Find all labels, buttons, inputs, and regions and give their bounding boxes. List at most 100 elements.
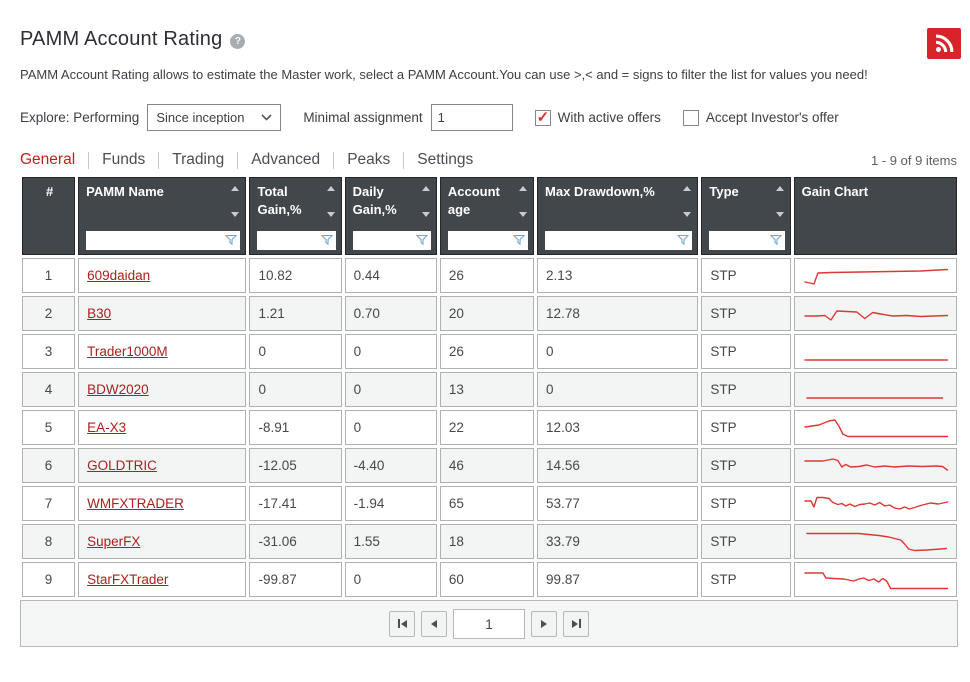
sort-up-icon[interactable]: [683, 186, 692, 191]
with-active-offers-label: With active offers: [557, 110, 661, 125]
column-label: PAMM Name: [86, 184, 164, 199]
accept-investors-offer-option[interactable]: Accept Investor's offer: [682, 109, 839, 126]
table-row: 4 BDW2020 0 0 13 0 STP: [22, 372, 957, 407]
pamm-name-link[interactable]: GOLDTRIC: [87, 458, 157, 473]
max-drawdown-cell: 53.77: [537, 486, 699, 521]
tabs-nav: General Funds Trading Advanced Peaks Settings: [20, 151, 473, 169]
sort-arrows[interactable]: [325, 183, 336, 231]
tab-general[interactable]: General: [20, 151, 76, 168]
column-header-account_age[interactable]: Account age: [439, 177, 535, 255]
sort-arrows[interactable]: [774, 183, 785, 231]
sort-arrows[interactable]: [517, 183, 528, 231]
pamm-name-link[interactable]: StarFXTrader: [87, 572, 169, 587]
filter-box: [447, 231, 529, 250]
gain-chart-cell: [793, 448, 957, 483]
pamm-name-cell: SuperFX: [78, 524, 247, 559]
gain-sparkline: [805, 532, 947, 551]
sort-up-icon[interactable]: [775, 186, 784, 191]
row-number: 9: [22, 562, 76, 597]
tab-settings[interactable]: Settings: [417, 151, 474, 168]
filter-input-total_gain[interactable]: [257, 231, 336, 250]
pamm-name-link[interactable]: Trader1000M: [87, 344, 168, 359]
daily-gain-cell: 0: [344, 372, 437, 407]
tab-advanced[interactable]: Advanced: [251, 151, 321, 168]
filter-input-account_age[interactable]: [447, 231, 529, 250]
account-age-cell: 65: [439, 486, 535, 521]
pamm-name-link[interactable]: B30: [87, 306, 112, 321]
column-header-num: #: [22, 177, 76, 255]
sort-arrows[interactable]: [681, 183, 692, 231]
column-header-daily_gain[interactable]: Daily Gain,%: [344, 177, 437, 255]
daily-gain-cell: 0.44: [344, 258, 437, 293]
max-drawdown-cell: 12.03: [537, 410, 699, 445]
sort-up-icon[interactable]: [519, 186, 528, 191]
type-cell: STP: [701, 372, 791, 407]
period-select[interactable]: Since inception: [147, 104, 282, 131]
sort-down-icon[interactable]: [421, 212, 430, 217]
filter-input-max_drawdown[interactable]: [545, 231, 693, 250]
sort-down-icon[interactable]: [519, 212, 528, 217]
with-active-offers-checkbox[interactable]: [534, 108, 551, 126]
filter-funnel-icon: [513, 234, 526, 246]
pamm-name-link[interactable]: WMFXTRADER: [87, 496, 184, 511]
pagination-page-input[interactable]: [453, 608, 525, 639]
help-icon[interactable]: ?: [230, 33, 246, 49]
column-header-total_gain[interactable]: Total Gain,%: [249, 177, 342, 255]
column-label: Total Gain,%: [257, 184, 302, 217]
sort-up-icon[interactable]: [421, 186, 430, 191]
accept-investors-offer-checkbox[interactable]: [682, 109, 699, 126]
tab-trading[interactable]: Trading: [172, 151, 225, 168]
tab-funds[interactable]: Funds: [102, 151, 146, 168]
column-header-name[interactable]: PAMM Name: [78, 177, 247, 255]
filter-input-daily_gain[interactable]: [352, 231, 431, 250]
pamm-name-link[interactable]: 609daidan: [87, 268, 151, 283]
type-cell: STP: [701, 258, 791, 293]
daily-gain-cell: 0.70: [344, 296, 437, 331]
table-row: 8 SuperFX -31.06 1.55 18 33.79 STP: [22, 524, 957, 559]
gain-chart-cell: [793, 334, 957, 369]
filter-box: [709, 231, 785, 250]
pamm-name-link[interactable]: SuperFX: [87, 534, 141, 549]
type-cell: STP: [701, 524, 791, 559]
minimal-assignment-input[interactable]: [430, 104, 513, 131]
pagination-prev-button[interactable]: [421, 610, 447, 637]
type-cell: STP: [701, 296, 791, 331]
sort-down-icon[interactable]: [683, 212, 692, 217]
tab-peaks[interactable]: Peaks: [347, 151, 391, 168]
filter-funnel-icon: [320, 234, 333, 246]
account-age-cell: 18: [439, 524, 535, 559]
account-age-cell: 46: [439, 448, 535, 483]
filter-input-name[interactable]: [86, 231, 241, 250]
column-header-type[interactable]: Type: [701, 177, 791, 255]
sort-up-icon[interactable]: [231, 186, 240, 191]
sort-arrows[interactable]: [420, 183, 431, 231]
page-description: PAMM Account Rating allows to estimate t…: [20, 67, 868, 82]
filter-input-type[interactable]: [709, 231, 785, 250]
type-cell: STP: [701, 562, 791, 597]
sort-arrows[interactable]: [229, 183, 240, 231]
row-number: 7: [22, 486, 76, 521]
filter-funnel-icon: [415, 234, 428, 246]
pamm-name-cell: BDW2020: [78, 372, 247, 407]
with-active-offers-option[interactable]: With active offers: [534, 108, 661, 126]
max-drawdown-cell: 0: [537, 334, 699, 369]
sort-down-icon[interactable]: [326, 212, 335, 217]
gain-chart-cell: [793, 410, 957, 445]
pagination-first-button[interactable]: [389, 610, 415, 637]
accept-investors-offer-label: Accept Investor's offer: [705, 110, 839, 125]
filter-box: [545, 231, 693, 250]
sort-down-icon[interactable]: [231, 212, 240, 217]
total-gain-cell: 0: [249, 334, 342, 369]
pamm-name-link[interactable]: BDW2020: [87, 382, 149, 397]
sort-up-icon[interactable]: [326, 186, 335, 191]
pamm-name-cell: EA-X3: [78, 410, 247, 445]
column-header-max_drawdown[interactable]: Max Drawdown,%: [537, 177, 699, 255]
pagination-last-button[interactable]: [563, 610, 589, 637]
pamm-name-link[interactable]: EA-X3: [87, 420, 127, 435]
items-count: 1 - 9 of 9 items: [871, 153, 957, 168]
rss-icon[interactable]: [927, 28, 961, 59]
type-cell: STP: [701, 486, 791, 521]
sort-down-icon[interactable]: [775, 212, 784, 217]
row-number: 3: [22, 334, 76, 369]
pagination-next-button[interactable]: [531, 610, 557, 637]
